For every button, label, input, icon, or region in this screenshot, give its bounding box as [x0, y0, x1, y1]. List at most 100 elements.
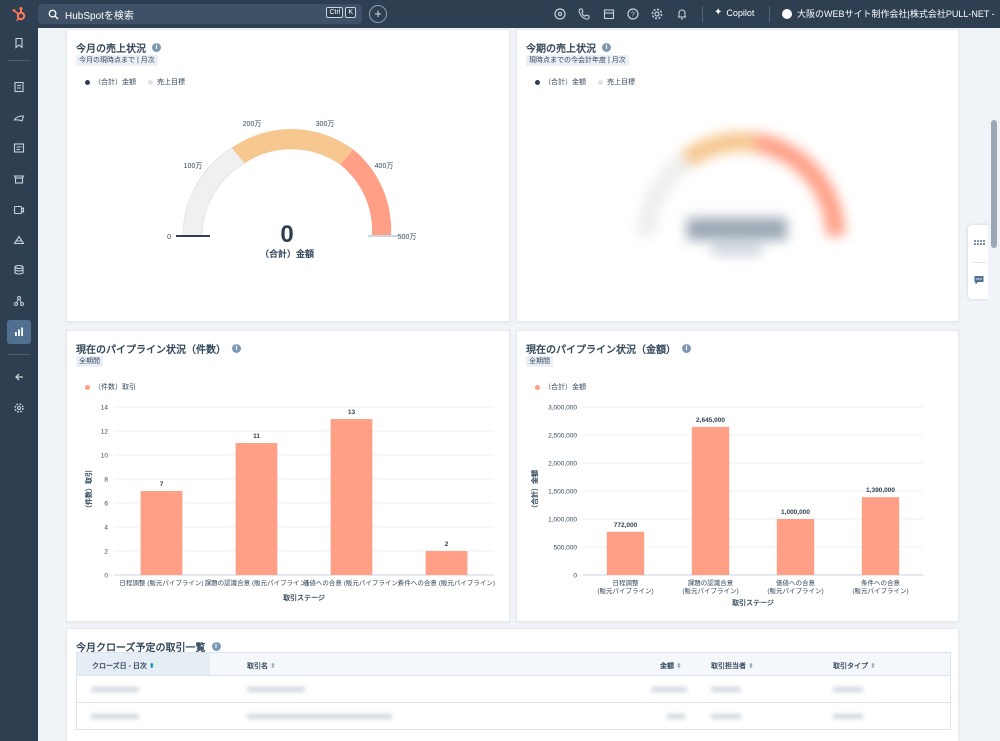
chart-legend: （件数）取引: [85, 382, 136, 392]
sparkle-icon: ✦: [714, 7, 723, 18]
y-tick-label: 3,000,000: [548, 405, 577, 412]
bar-data-label: 2: [445, 541, 449, 548]
bar-data-label: 7: [160, 481, 164, 488]
contacts-icon[interactable]: [7, 75, 31, 99]
column-header-close-date[interactable]: クローズ日 - 日次 ⬍: [92, 663, 155, 670]
marketplace-icon[interactable]: [602, 7, 616, 21]
table-row[interactable]: [76, 676, 951, 703]
sort-icon: ⬍: [869, 663, 876, 670]
card-title: 今期の売上状況 i: [526, 40, 611, 55]
gauge-tick-label: 300万: [316, 120, 335, 128]
marketing-icon[interactable]: [7, 106, 31, 130]
x-axis-label: 取引ステージ: [732, 598, 774, 607]
bar[interactable]: [691, 426, 730, 575]
global-search-input[interactable]: HubSpotを検索 Ctrl K: [38, 4, 362, 24]
x-tick-label: 日程調整(販元パイプライン): [597, 578, 653, 595]
ctrl-key: Ctrl: [326, 7, 344, 18]
bar[interactable]: [330, 419, 373, 575]
bar[interactable]: [776, 519, 815, 575]
legend-swatch: [148, 79, 153, 85]
commerce-icon[interactable]: [7, 167, 31, 191]
search-placeholder: HubSpotを検索: [65, 10, 134, 22]
gauge-value-label: （合計）金額: [260, 248, 314, 259]
y-tick-label: 10: [101, 453, 109, 460]
bar[interactable]: [861, 497, 900, 575]
redacted-cell: [91, 714, 139, 719]
legend-swatch: [85, 384, 90, 390]
x-tick-label: 課題の認識合意 (販元パイプライン): [205, 578, 309, 587]
term-sales-gauge-chart-blurred: [637, 131, 846, 254]
notifications-icon[interactable]: [675, 7, 689, 21]
info-icon[interactable]: i: [211, 642, 221, 651]
settings-gear-icon[interactable]: [7, 396, 31, 420]
redacted-cell: [91, 687, 139, 692]
y-tick-label: 2,000,000: [548, 461, 577, 468]
x-tick-label: 価値への合意 (販元パイプライン): [303, 578, 400, 587]
bookmark-icon[interactable]: [7, 31, 31, 55]
monthly-sales-card: 今月の売上状況 i 今月の現時点まで | 月次 （合計）金額 売上目標 0 10…: [66, 29, 510, 322]
term-sales-card: 今期の売上状況 i 現時点までの今会計年度 | 月次 （合計）金額 売上目標: [516, 29, 959, 322]
question-icon[interactable]: ?: [626, 7, 640, 21]
grid-apps-icon[interactable]: [973, 236, 985, 248]
data-icon[interactable]: [7, 258, 31, 282]
bar-data-label: 772,000: [614, 522, 638, 529]
gauge-tick-label: 500万: [398, 233, 417, 241]
info-icon[interactable]: i: [602, 43, 611, 52]
collapse-icon[interactable]: [7, 365, 31, 389]
bar[interactable]: [235, 443, 278, 575]
info-icon[interactable]: i: [152, 43, 161, 52]
account-menu[interactable]: 大阪のWEBサイト制作会社|株式会社PULL-NET -: [782, 7, 995, 20]
y-tick-label: 500,000: [554, 545, 578, 552]
bar-data-label: 1,000,000: [781, 509, 810, 516]
hubspot-logo-icon[interactable]: [0, 0, 38, 28]
pipeline-count-title: 現在のパイプライン状況（件数）: [76, 345, 226, 356]
redacted-cell: [247, 714, 392, 719]
column-header-deal-type[interactable]: 取引タイプ ⬍: [833, 663, 876, 670]
legend-item-deals: （件数）取引: [94, 384, 136, 391]
redacted-cell: [711, 714, 741, 719]
copilot-label: Copilot: [726, 7, 755, 18]
reporting-icon[interactable]: [7, 320, 31, 344]
workflows-icon[interactable]: [7, 289, 31, 313]
page-scrollbar[interactable]: [988, 28, 1000, 741]
bar[interactable]: [425, 551, 468, 575]
y-axis-label: （件数）取引: [84, 470, 93, 512]
term-sales-title: 今期の売上状況: [526, 44, 596, 55]
pipeline-amount-bar-chart: 0 500,000 1,000,000 1,500,000 2,000,000 2,500…: [530, 405, 923, 607]
tools-divider: [972, 262, 986, 263]
gauge-tick-label: 100万: [184, 162, 203, 170]
card-title: 今月の売上状況 i: [76, 40, 161, 55]
info-icon[interactable]: i: [682, 344, 691, 353]
content-icon[interactable]: [7, 136, 31, 160]
help-icon[interactable]: [553, 7, 567, 21]
column-header-deal-name[interactable]: 取引名 ⬍: [247, 663, 276, 670]
y-tick-label: 1,500,000: [548, 489, 577, 496]
copilot-button[interactable]: ✦ Copilot: [714, 7, 754, 18]
account-avatar-icon: [782, 8, 792, 19]
automation-icon[interactable]: [7, 228, 31, 252]
legend-item-amount: （合計）金額: [544, 384, 586, 391]
y-tick-label: 14: [101, 405, 109, 412]
table-row[interactable]: [76, 703, 951, 730]
service-icon[interactable]: [7, 198, 31, 222]
info-icon[interactable]: i: [232, 344, 241, 353]
date-range-chip: 現時点までの今会計年度 | 月次: [526, 55, 629, 66]
legend-item-amount: （合計）金額: [94, 79, 136, 86]
bar[interactable]: [606, 531, 645, 575]
phone-icon[interactable]: [577, 7, 591, 21]
chat-icon[interactable]: [973, 274, 985, 286]
legend-item-target: 売上目標: [157, 79, 185, 86]
gauge-value: 0: [280, 221, 293, 248]
y-tick-label: 2,500,000: [548, 433, 577, 440]
column-header-deal-owner[interactable]: 取引担当者 ⬍: [711, 663, 754, 670]
scrollbar-thumb[interactable]: [991, 120, 997, 248]
settings-icon[interactable]: [650, 7, 664, 21]
column-header-amount[interactable]: 金額 ⬍: [660, 663, 682, 670]
legend-item-target: 売上目標: [607, 79, 635, 86]
create-new-button[interactable]: +: [369, 5, 387, 23]
bar[interactable]: [140, 491, 183, 575]
bar-data-label: 11: [253, 433, 260, 440]
x-tick-label: 条件への合意(販元パイプライン): [852, 578, 908, 595]
pipeline-count-bar-chart: 0 2 4 6 8 10 12 14 7 日程調整 (販元パイプライン) 11 課題の認識合意 (販元…: [84, 405, 495, 603]
sidebar-divider: [8, 60, 30, 61]
